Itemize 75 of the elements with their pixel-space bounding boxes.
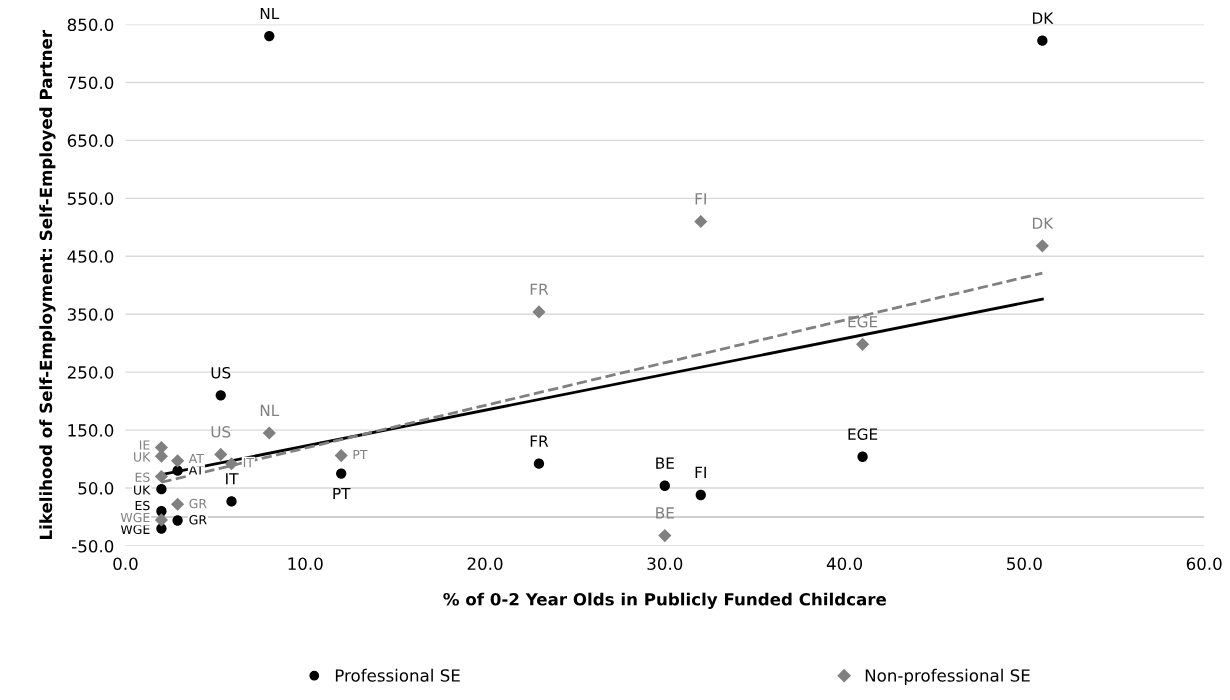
annotation: US (211, 426, 231, 438)
point (156, 484, 167, 495)
annotation: NL (260, 7, 280, 20)
annotation: IE (139, 440, 150, 450)
annotation: FI (695, 193, 706, 205)
x-axis-title: % of 0-2 Year Olds in Publicly Funded Childcare (443, 592, 887, 609)
x-tick-label: 20.0 (467, 557, 503, 571)
point (154, 513, 168, 527)
x-tick-label: 10.0 (288, 557, 323, 571)
point (532, 305, 546, 319)
point (171, 497, 185, 511)
annotation: PT (333, 487, 351, 500)
y-tick-label: 550.0 (67, 192, 114, 205)
annotation: UK (134, 452, 151, 462)
annotation: WGE (120, 524, 150, 535)
annotation: AT (188, 453, 204, 464)
x-tick-label: 30.0 (647, 557, 683, 571)
y-axis-title: Likelihood of Self-Employment: Self-Employed Partner (39, 30, 56, 539)
point (1037, 35, 1048, 46)
point (855, 337, 870, 351)
x-tick-label: 50.0 (1007, 557, 1042, 571)
y-tick-label: -50.0 (72, 539, 114, 553)
point (226, 496, 237, 507)
y-tick-label: 50.0 (78, 482, 114, 495)
y-tick-label: 250.0 (67, 366, 114, 379)
annotation: GR (189, 515, 207, 525)
point (172, 465, 183, 476)
annotation: ES (135, 500, 150, 511)
point (214, 447, 228, 462)
annotation: FR (530, 283, 549, 295)
point (533, 458, 545, 469)
annotation: IT (226, 473, 239, 485)
y-tick-label: 850.0 (67, 18, 114, 32)
annotation: US (211, 366, 231, 379)
point (215, 390, 226, 401)
x-tick-label: 40.0 (826, 557, 863, 571)
annotation: DK (1032, 12, 1054, 24)
point (262, 426, 276, 440)
y-tick-label: 350.0 (67, 308, 114, 321)
annotation: FI (695, 466, 706, 478)
annotation: EGE (848, 428, 878, 440)
y-tick-label: 650.0 (67, 134, 114, 147)
point (171, 454, 185, 468)
point (857, 451, 868, 462)
annotation: NL (260, 404, 280, 416)
x-tick-label: 60.0 (1186, 557, 1222, 571)
annotation: WGE (120, 512, 150, 523)
annotation: BE (656, 457, 674, 469)
point (224, 457, 239, 471)
y-tick-label: 450.0 (67, 250, 114, 263)
annotation: PT (353, 449, 368, 460)
point (154, 449, 168, 463)
point (695, 489, 706, 501)
annotation: DK (1032, 217, 1054, 229)
point (1035, 239, 1049, 253)
annotation: IT (243, 458, 254, 468)
point (336, 468, 347, 479)
annotation: BE (656, 507, 674, 519)
point (172, 515, 183, 526)
point (154, 469, 168, 484)
annotation: ES (135, 472, 150, 482)
y-tick-label: 150.0 (68, 424, 114, 437)
annotation: UK (134, 485, 151, 495)
point (659, 480, 670, 491)
legend-label: Professional SE (335, 668, 460, 682)
annotation: EGE (848, 315, 878, 328)
point (264, 30, 275, 42)
point (334, 449, 348, 463)
legend-label: Non-professional SE (865, 668, 1030, 685)
annotation: GR (189, 498, 207, 509)
x-tick-label: 0.0 (113, 557, 138, 571)
annotation: FR (530, 435, 549, 447)
y-tick-label: 750.0 (68, 76, 114, 90)
point (694, 214, 708, 229)
point (658, 528, 672, 543)
